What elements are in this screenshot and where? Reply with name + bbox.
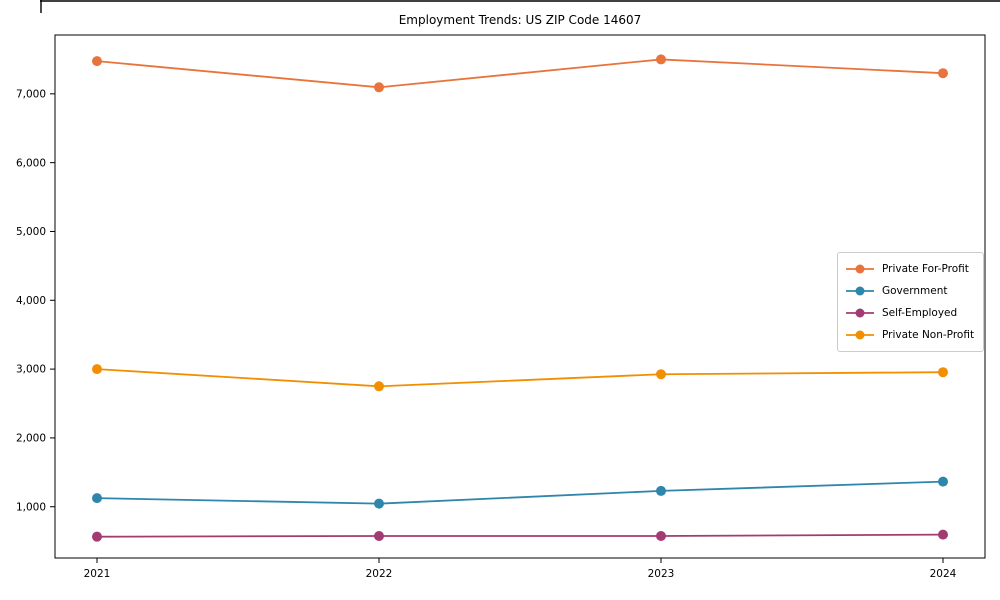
data-point-private-non-profit-2024: [938, 367, 948, 378]
legend-item-self-employed: Self-Employed: [845, 302, 974, 324]
legend-marker-self-employed: [846, 308, 874, 318]
legend-item-private-non-profit: Private Non-Profit: [845, 324, 974, 346]
data-point-self-employed-2021: [92, 531, 102, 542]
legend-marker-government: [846, 286, 874, 296]
legend-label: Private For-Profit: [882, 263, 969, 275]
data-point-self-employed-2023: [656, 530, 666, 541]
data-point-private-for-profit-2021: [92, 56, 102, 67]
series-line-private-non-profit: [96, 368, 944, 388]
data-point-self-employed-2022: [374, 530, 384, 541]
legend-item-government: Government: [845, 280, 974, 302]
x-tick-label: 2021: [84, 568, 111, 580]
data-point-private-non-profit-2021: [92, 364, 102, 375]
data-point-government-2021: [92, 493, 102, 504]
y-tick-label: 1,000: [16, 501, 46, 513]
series-line-private-for-profit: [96, 58, 944, 89]
legend-label: Private Non-Profit: [882, 329, 975, 341]
data-point-private-non-profit-2022: [374, 381, 384, 392]
series-line-self-employed: [96, 533, 944, 538]
data-point-private-for-profit-2023: [656, 54, 666, 65]
y-tick-label: 3,000: [16, 364, 46, 376]
x-tick-label: 2023: [648, 568, 675, 580]
legend-label: Self-Employed: [882, 307, 958, 319]
legend-label: Government: [882, 285, 948, 297]
y-tick-label: 6,000: [16, 157, 46, 169]
data-point-private-for-profit-2024: [938, 68, 948, 79]
x-tick-label: 2024: [930, 568, 957, 580]
chart-legend: Private For-Profit Government Self-Employe…: [837, 252, 985, 352]
chart-title: Employment Trends: US ZIP Code 14607: [398, 13, 642, 27]
data-point-self-employed-2024: [938, 529, 948, 540]
legend-marker-private-for-profit: [846, 264, 874, 274]
data-point-private-for-profit-2022: [374, 82, 384, 93]
data-point-government-2024: [938, 476, 948, 487]
plot-border: [54, 34, 986, 559]
x-tick-label: 2022: [366, 568, 393, 580]
y-tick-label: 2,000: [16, 433, 46, 445]
legend-marker-private-non-profit: [846, 330, 874, 340]
data-point-private-non-profit-2023: [656, 369, 666, 380]
series-line-government: [96, 480, 944, 505]
y-tick-label: 7,000: [16, 88, 46, 100]
y-tick-label: 5,000: [16, 226, 46, 238]
data-point-government-2022: [374, 498, 384, 509]
legend-item-private-for-profit: Private For-Profit: [845, 258, 974, 280]
data-point-government-2023: [656, 485, 666, 496]
y-tick-label: 4,000: [16, 295, 46, 307]
